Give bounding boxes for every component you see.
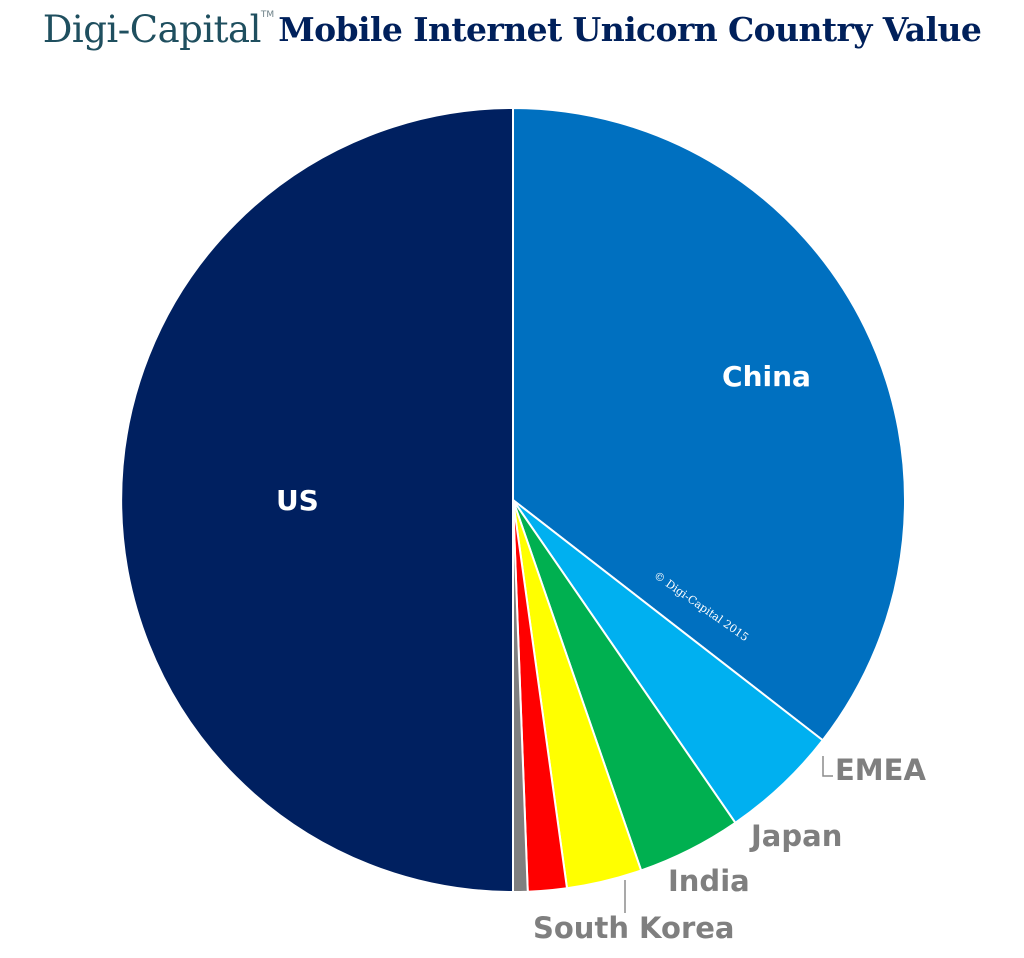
pie-slice-us	[120, 106, 514, 894]
slice-labels: China EMEA Japan India South Korea US	[276, 360, 927, 945]
slice-label-india: India	[668, 864, 750, 898]
label-leader-lines	[624, 756, 833, 913]
slice-label-us: US	[276, 484, 319, 517]
brand-logo: Digi-Capital	[42, 8, 262, 51]
chart-title: Mobile Internet Unicorn Country Value	[278, 10, 982, 49]
trademark-mark: TM	[260, 10, 275, 20]
slice-label-china: China	[722, 360, 811, 393]
pie-slice-china	[512, 106, 906, 742]
slice-label-emea: EMEA	[835, 753, 926, 787]
leader-line-emea	[822, 756, 833, 777]
header: Digi-Capital TM Mobile Internet Unicorn C…	[0, 4, 1024, 64]
slice-label-japan: Japan	[749, 819, 842, 853]
pie-slices	[120, 106, 906, 894]
slice-label-south-korea: South Korea	[533, 911, 735, 945]
